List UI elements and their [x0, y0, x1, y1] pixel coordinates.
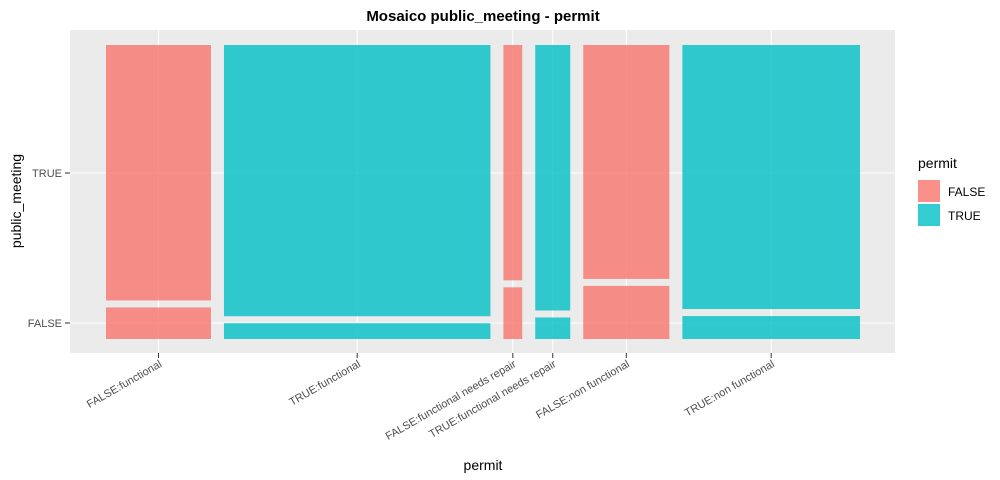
mosaic-tile-true: [682, 45, 860, 310]
mosaic-tile-false: [503, 287, 523, 339]
mosaic-tile-true: [106, 45, 211, 301]
mosaic-tiles: [106, 45, 860, 339]
y-tick-label: FALSE: [28, 318, 62, 330]
y-tick-label: TRUE: [32, 168, 62, 180]
mosaic-tile-false: [682, 316, 860, 339]
mosaic-tile-false: [106, 307, 211, 339]
legend-label-true: TRUE: [948, 209, 981, 223]
legend: permit FALSE TRUE: [918, 155, 985, 226]
mosaic-tile-true: [535, 45, 571, 311]
legend-title: permit: [918, 155, 957, 171]
x-axis-title: permit: [464, 457, 503, 473]
legend-label-false: FALSE: [948, 185, 985, 199]
chart-title: Mosaico public_meeting - permit: [366, 8, 599, 25]
legend-key-true: [918, 204, 940, 226]
mosaic-tile-false: [535, 317, 571, 339]
mosaic-tile-false: [583, 285, 670, 339]
legend-key-false: [918, 180, 940, 202]
mosaic-tile-true: [583, 45, 670, 279]
mosaic-tile-true: [223, 45, 491, 317]
mosaic-tile-true: [503, 45, 523, 281]
y-axis-title: public_meeting: [8, 154, 24, 248]
mosaic-tile-false: [223, 323, 491, 339]
